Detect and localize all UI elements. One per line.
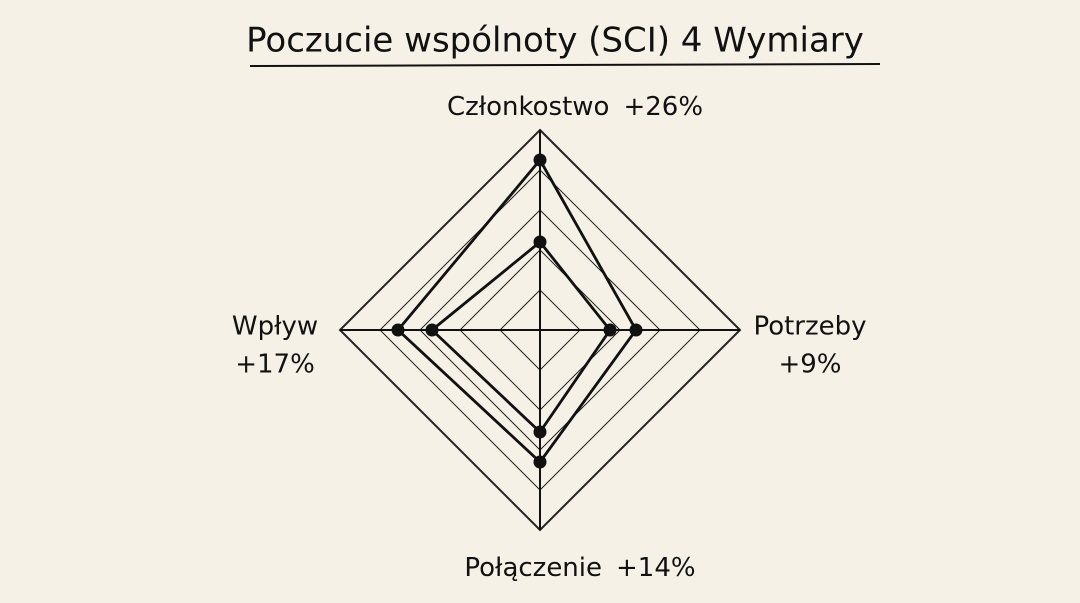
change-label: +17% [235, 350, 315, 380]
data-point [603, 323, 617, 337]
data-point [391, 323, 405, 337]
data-point [533, 455, 547, 469]
change-label: +26% [623, 92, 703, 122]
data-point [533, 235, 547, 249]
axis-label-group: Członkostwo +26% [447, 92, 703, 122]
change-label: +14% [616, 553, 696, 583]
axis-label: Wpływ [232, 312, 318, 342]
chart-title: Poczucie wspólnoty (SCI) 4 Wymiary [246, 21, 864, 61]
data-point [425, 323, 439, 337]
axis-label: Potrzeby [753, 312, 866, 342]
change-label: +9% [778, 350, 841, 380]
axis-label: Połączenie [464, 553, 602, 583]
data-point [533, 425, 547, 439]
axis-label-group: Połączenie +14% [464, 553, 695, 583]
title-underline [249, 63, 881, 67]
data-point [533, 153, 547, 167]
data-point [629, 323, 643, 337]
axis-label: Członkostwo [447, 92, 610, 122]
